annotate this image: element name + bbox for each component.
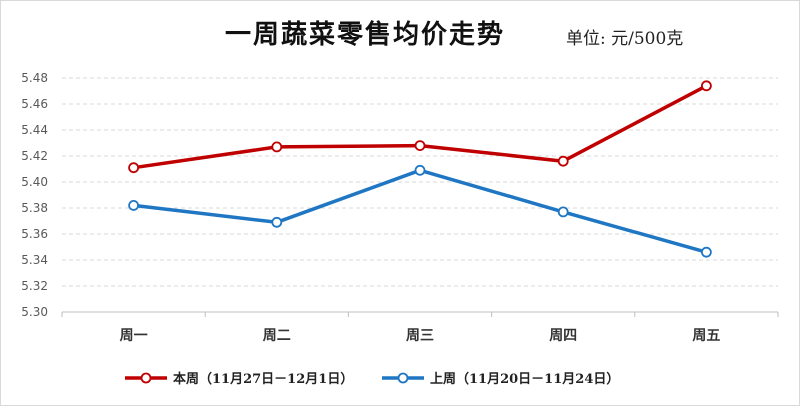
- y-tick-label: 5.32: [21, 279, 48, 293]
- legend-label: 上周（11月20日－11月24日）: [430, 371, 619, 387]
- x-tick-label: 周五: [692, 328, 720, 344]
- data-point: [414, 164, 426, 176]
- x-tick-label: 周三: [406, 328, 434, 344]
- x-tick-label: 周一: [120, 328, 148, 344]
- legend-marker: [397, 372, 409, 384]
- y-tick-label: 5.40: [21, 175, 48, 189]
- data-point: [271, 141, 283, 153]
- data-point: [128, 162, 140, 174]
- y-tick-label: 5.36: [21, 227, 48, 241]
- y-tick-label: 5.46: [21, 97, 48, 111]
- data-point: [557, 206, 569, 218]
- y-tick-label: 5.44: [21, 123, 48, 137]
- chart-title: 一周蔬菜零售均价走势: [225, 20, 506, 50]
- y-tick-label: 5.30: [21, 305, 48, 319]
- y-tick-label: 5.48: [21, 71, 48, 85]
- data-point: [414, 140, 426, 152]
- data-point: [701, 80, 712, 92]
- series-group: [128, 80, 712, 258]
- y-tick-label: 5.38: [21, 201, 48, 215]
- data-point: [701, 246, 712, 258]
- legend-marker: [140, 372, 152, 384]
- legend-label: 本周（11月27日－12月1日）: [173, 371, 353, 387]
- data-point: [128, 199, 140, 211]
- unit-label: 单位: 元/500克: [566, 29, 684, 49]
- data-point: [271, 216, 283, 228]
- y-tick-label: 5.42: [21, 149, 48, 163]
- legend: 本周（11月27日－12月1日） 上周（11月20日－11月24日）: [125, 371, 619, 387]
- y-axis: 5.30 5.32 5.34 5.36 5.38 5.40 5.42 5.44 5.46 5.48: [21, 71, 48, 319]
- series-line-2: [133, 168, 707, 254]
- y-tick-label: 5.34: [21, 253, 48, 267]
- x-axis: 周一 周二 周三 周四 周五: [61, 311, 779, 344]
- x-tick-label: 周四: [549, 328, 577, 344]
- series-line-1: [133, 84, 708, 170]
- gridlines: [62, 77, 778, 287]
- x-tick-label: 周二: [263, 328, 291, 344]
- data-point: [557, 155, 569, 167]
